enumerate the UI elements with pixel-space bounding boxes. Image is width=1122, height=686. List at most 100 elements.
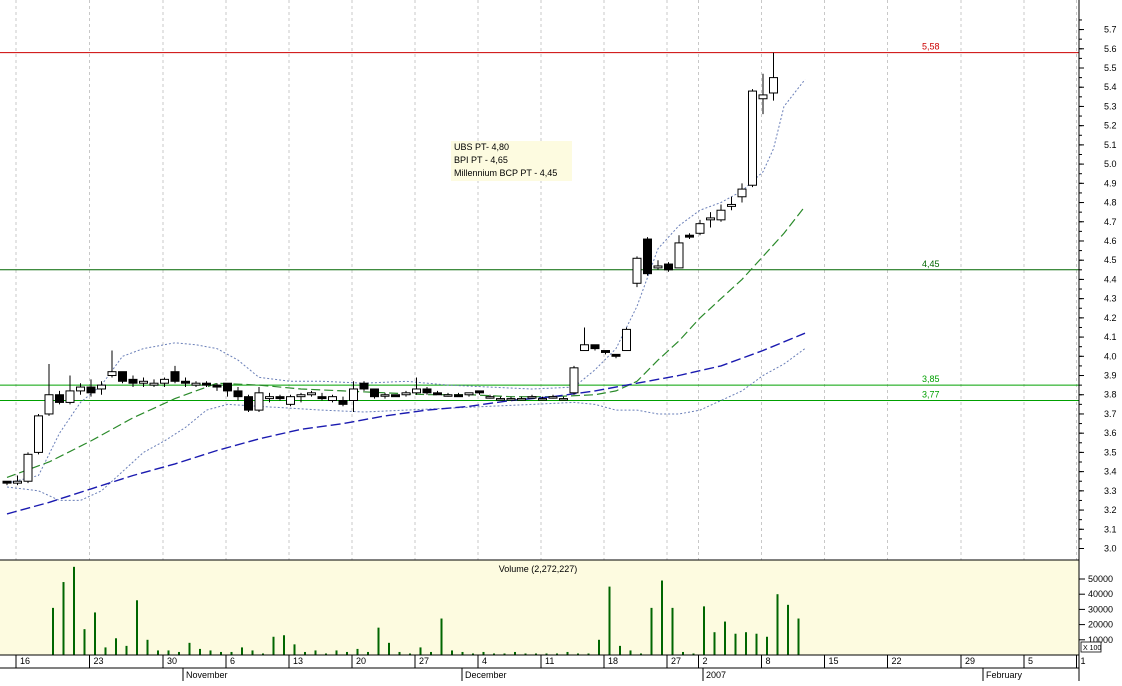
candle-body (296, 394, 306, 398)
date-tick-label: 22 (892, 656, 902, 666)
price-level-label: 3,77 (922, 390, 940, 400)
month-tick-label: February (986, 670, 1023, 680)
candle-body (65, 390, 75, 403)
candle-body (380, 394, 390, 397)
candle-body (643, 238, 652, 275)
volume-tick-label: 20000 (1088, 620, 1113, 630)
date-tick-label: 11 (545, 656, 554, 666)
y-tick-label: 4.6 (1104, 236, 1117, 246)
candle-body (674, 242, 684, 269)
candle-body (664, 263, 673, 271)
date-axis: 16 23 30 6 13 20 27 4 11 18 27 2 8 15 22 29 5 1 (15, 655, 1086, 668)
annotation-box (451, 141, 572, 181)
candle-body (496, 398, 505, 401)
month-tick-label: 2007 (706, 670, 726, 680)
candle-body (328, 396, 337, 402)
candle-body (611, 353, 621, 357)
candle-body (401, 392, 411, 396)
date-tick-label: 2 (703, 656, 708, 666)
candle-body (695, 223, 705, 234)
candle-body (181, 380, 190, 384)
candle-body (307, 392, 316, 396)
volume-tick-label: 40000 (1088, 589, 1113, 599)
date-tick-label: 29 (965, 656, 975, 666)
candle-body (527, 396, 537, 399)
volume-title: Volume (2,272,227) (499, 564, 578, 574)
candle-body (622, 328, 631, 352)
price-level-label: 3,85 (922, 374, 940, 384)
candle-body (443, 394, 453, 397)
date-tick-label: 6 (230, 656, 235, 666)
candle-body (349, 388, 358, 402)
date-tick-label: 15 (829, 656, 839, 666)
candle-body (748, 90, 757, 186)
annotation-line: Millennium BCP PT - 4,45 (454, 168, 557, 178)
price-level-label: 5,58 (922, 42, 940, 52)
date-tick-label: 8 (766, 656, 771, 666)
y-tick-label: 5.3 (1104, 101, 1117, 111)
candle-body (475, 390, 484, 394)
candle-body (716, 209, 726, 221)
long-ma-line (6, 332, 806, 515)
candle-body (412, 388, 421, 394)
candle-body (317, 396, 327, 400)
date-tick-label: 20 (356, 656, 366, 666)
date-tick-label: 16 (20, 656, 30, 666)
y-tick-label: 4.0 (1104, 351, 1117, 361)
volume-unit-box (1080, 641, 1102, 653)
candle-body (653, 265, 663, 269)
candle-body (76, 386, 85, 392)
candle-body (433, 392, 442, 396)
y-tick-label: 4.3 (1104, 294, 1117, 304)
volume-tick-label: 10000 (1088, 635, 1113, 645)
candle-body (559, 398, 568, 401)
y-tick-label: 5.1 (1104, 140, 1117, 150)
volume-tick-label: 50000 (1088, 574, 1113, 584)
date-tick-label: 13 (293, 656, 303, 666)
date-tick-label: 30 (167, 656, 177, 666)
price-axis: 3.0 3.1 3.2 3.3 3.4 3.5 3.6 3.7 3.8 3.9 4.0 4.1 4.2 4… (1079, 19, 1117, 554)
candle-body (149, 382, 159, 386)
candle-body (706, 217, 715, 221)
month-tick-label: December (465, 670, 507, 680)
candle-body (254, 392, 264, 411)
candle-body (44, 394, 54, 415)
candle-body (454, 394, 463, 398)
candle-body (506, 398, 516, 401)
candle-body (548, 396, 558, 399)
candle-body (685, 234, 694, 238)
candle-body (737, 188, 747, 198)
candle-body (97, 384, 106, 390)
candle-body (244, 396, 253, 411)
price-bands (6, 79, 806, 501)
y-tick-label: 5.0 (1104, 159, 1117, 169)
candle-body (13, 480, 22, 484)
y-tick-label: 5.4 (1104, 82, 1117, 92)
y-tick-label: 3.6 (1104, 428, 1117, 438)
y-tick-label: 4.4 (1104, 274, 1117, 284)
y-tick-label: 3.9 (1104, 371, 1117, 381)
candle-body (422, 388, 432, 394)
price-level-label: 4,45 (922, 259, 940, 269)
candle-body (632, 257, 642, 284)
candle-body (275, 396, 285, 400)
date-tick-label: 1 (1081, 656, 1086, 666)
candle-body (128, 378, 138, 384)
y-tick-label: 3.4 (1104, 467, 1117, 477)
candle-body (758, 94, 768, 100)
y-tick-label: 5.5 (1104, 63, 1117, 73)
candle-body (2, 480, 12, 484)
y-tick-label: 3.1 (1104, 524, 1117, 534)
y-tick-label: 3.2 (1104, 505, 1117, 515)
candle-body (286, 396, 295, 405)
candle-body (517, 398, 526, 401)
candle-body (265, 396, 274, 400)
volume-axis: 10000 20000 30000 40000 50000 (1079, 574, 1113, 645)
y-tick-label: 4.7 (1104, 217, 1117, 227)
y-tick-label: 3.3 (1104, 486, 1117, 496)
candle-body (34, 415, 43, 453)
candle-body (170, 371, 180, 382)
volume-bars (52, 566, 800, 655)
y-tick-label: 3.8 (1104, 390, 1117, 400)
